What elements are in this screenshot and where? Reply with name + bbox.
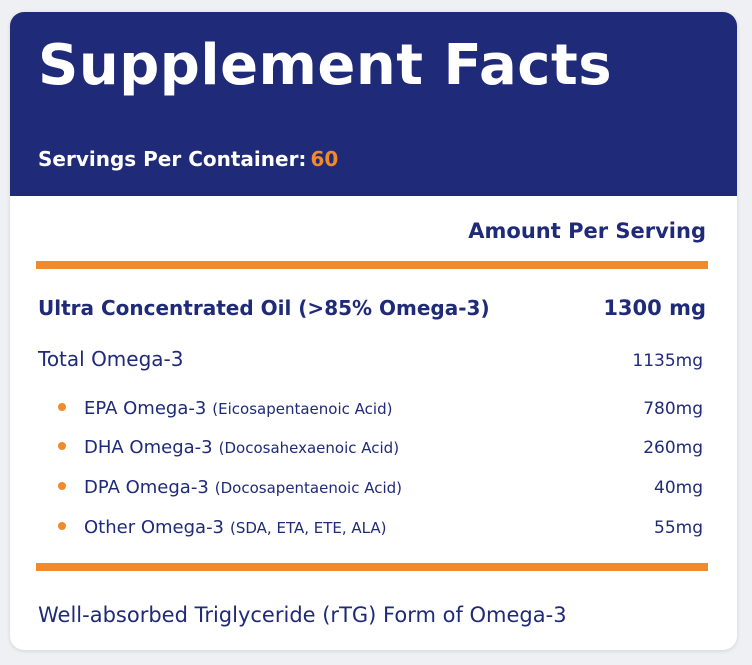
- top-divider: [36, 261, 708, 269]
- sub-ingredient-row: EPA Omega-3 (Eicosapentaenoic Acid) 780mg: [58, 398, 706, 419]
- ingredient-name: Ultra Concentrated Oil (>85% Omega-3): [38, 296, 490, 320]
- ingredient-name: Total Omega-3: [38, 347, 184, 371]
- ingredient-detail: (SDA, ETA, ETE, ALA): [230, 519, 387, 537]
- ingredient-name: Other Omega-3: [84, 517, 225, 538]
- main-ingredient-row: Ultra Concentrated Oil (>85% Omega-3) 13…: [38, 296, 706, 320]
- servings-label: Servings Per Container:: [38, 147, 307, 171]
- ingredient-amount: 260mg: [643, 438, 703, 458]
- sub-ingredient-row: DHA Omega-3 (Docosahexaenoic Acid) 260mg: [58, 437, 706, 458]
- facts-header: Supplement Facts Servings Per Container:…: [10, 12, 737, 196]
- ingredient-amount: 1300 mg: [603, 296, 706, 320]
- servings-per-container: Servings Per Container: 60: [38, 146, 338, 172]
- ingredient-detail: (Docosahexaenoic Acid): [218, 439, 400, 457]
- footer-note: Well-absorbed Triglyceride (rTG) Form of…: [38, 603, 567, 627]
- ingredient-name: DHA Omega-3: [84, 437, 213, 458]
- bullet-dot-icon: [58, 403, 66, 411]
- sub-ingredient-row: Other Omega-3 (SDA, ETA, ETE, ALA) 55mg: [58, 517, 706, 538]
- bullet-dot-icon: [58, 442, 66, 450]
- ingredient-amount: 1135mg: [632, 351, 703, 371]
- bottom-divider: [36, 563, 708, 571]
- amount-per-serving-heading: Amount Per Serving: [468, 219, 706, 243]
- bullet-dot-icon: [58, 482, 66, 490]
- ingredient-detail: (Docosapentaenoic Acid): [214, 479, 403, 497]
- sub-ingredient-row: DPA Omega-3 (Docosapentaenoic Acid) 40mg: [58, 477, 706, 498]
- servings-count: 60: [310, 147, 339, 171]
- total-omega3-row: Total Omega-3 1135mg: [38, 347, 706, 371]
- panel-title: Supplement Facts: [38, 33, 613, 98]
- ingredient-name: EPA Omega-3: [84, 398, 207, 419]
- ingredient-amount: 55mg: [654, 518, 703, 538]
- supplement-facts-panel: Supplement Facts Servings Per Container:…: [10, 12, 737, 650]
- bullet-dot-icon: [58, 522, 66, 530]
- ingredient-name: DPA Omega-3: [84, 477, 209, 498]
- ingredient-amount: 780mg: [643, 399, 703, 419]
- ingredient-amount: 40mg: [654, 478, 703, 498]
- ingredient-detail: (Eicosapentaenoic Acid): [212, 400, 393, 418]
